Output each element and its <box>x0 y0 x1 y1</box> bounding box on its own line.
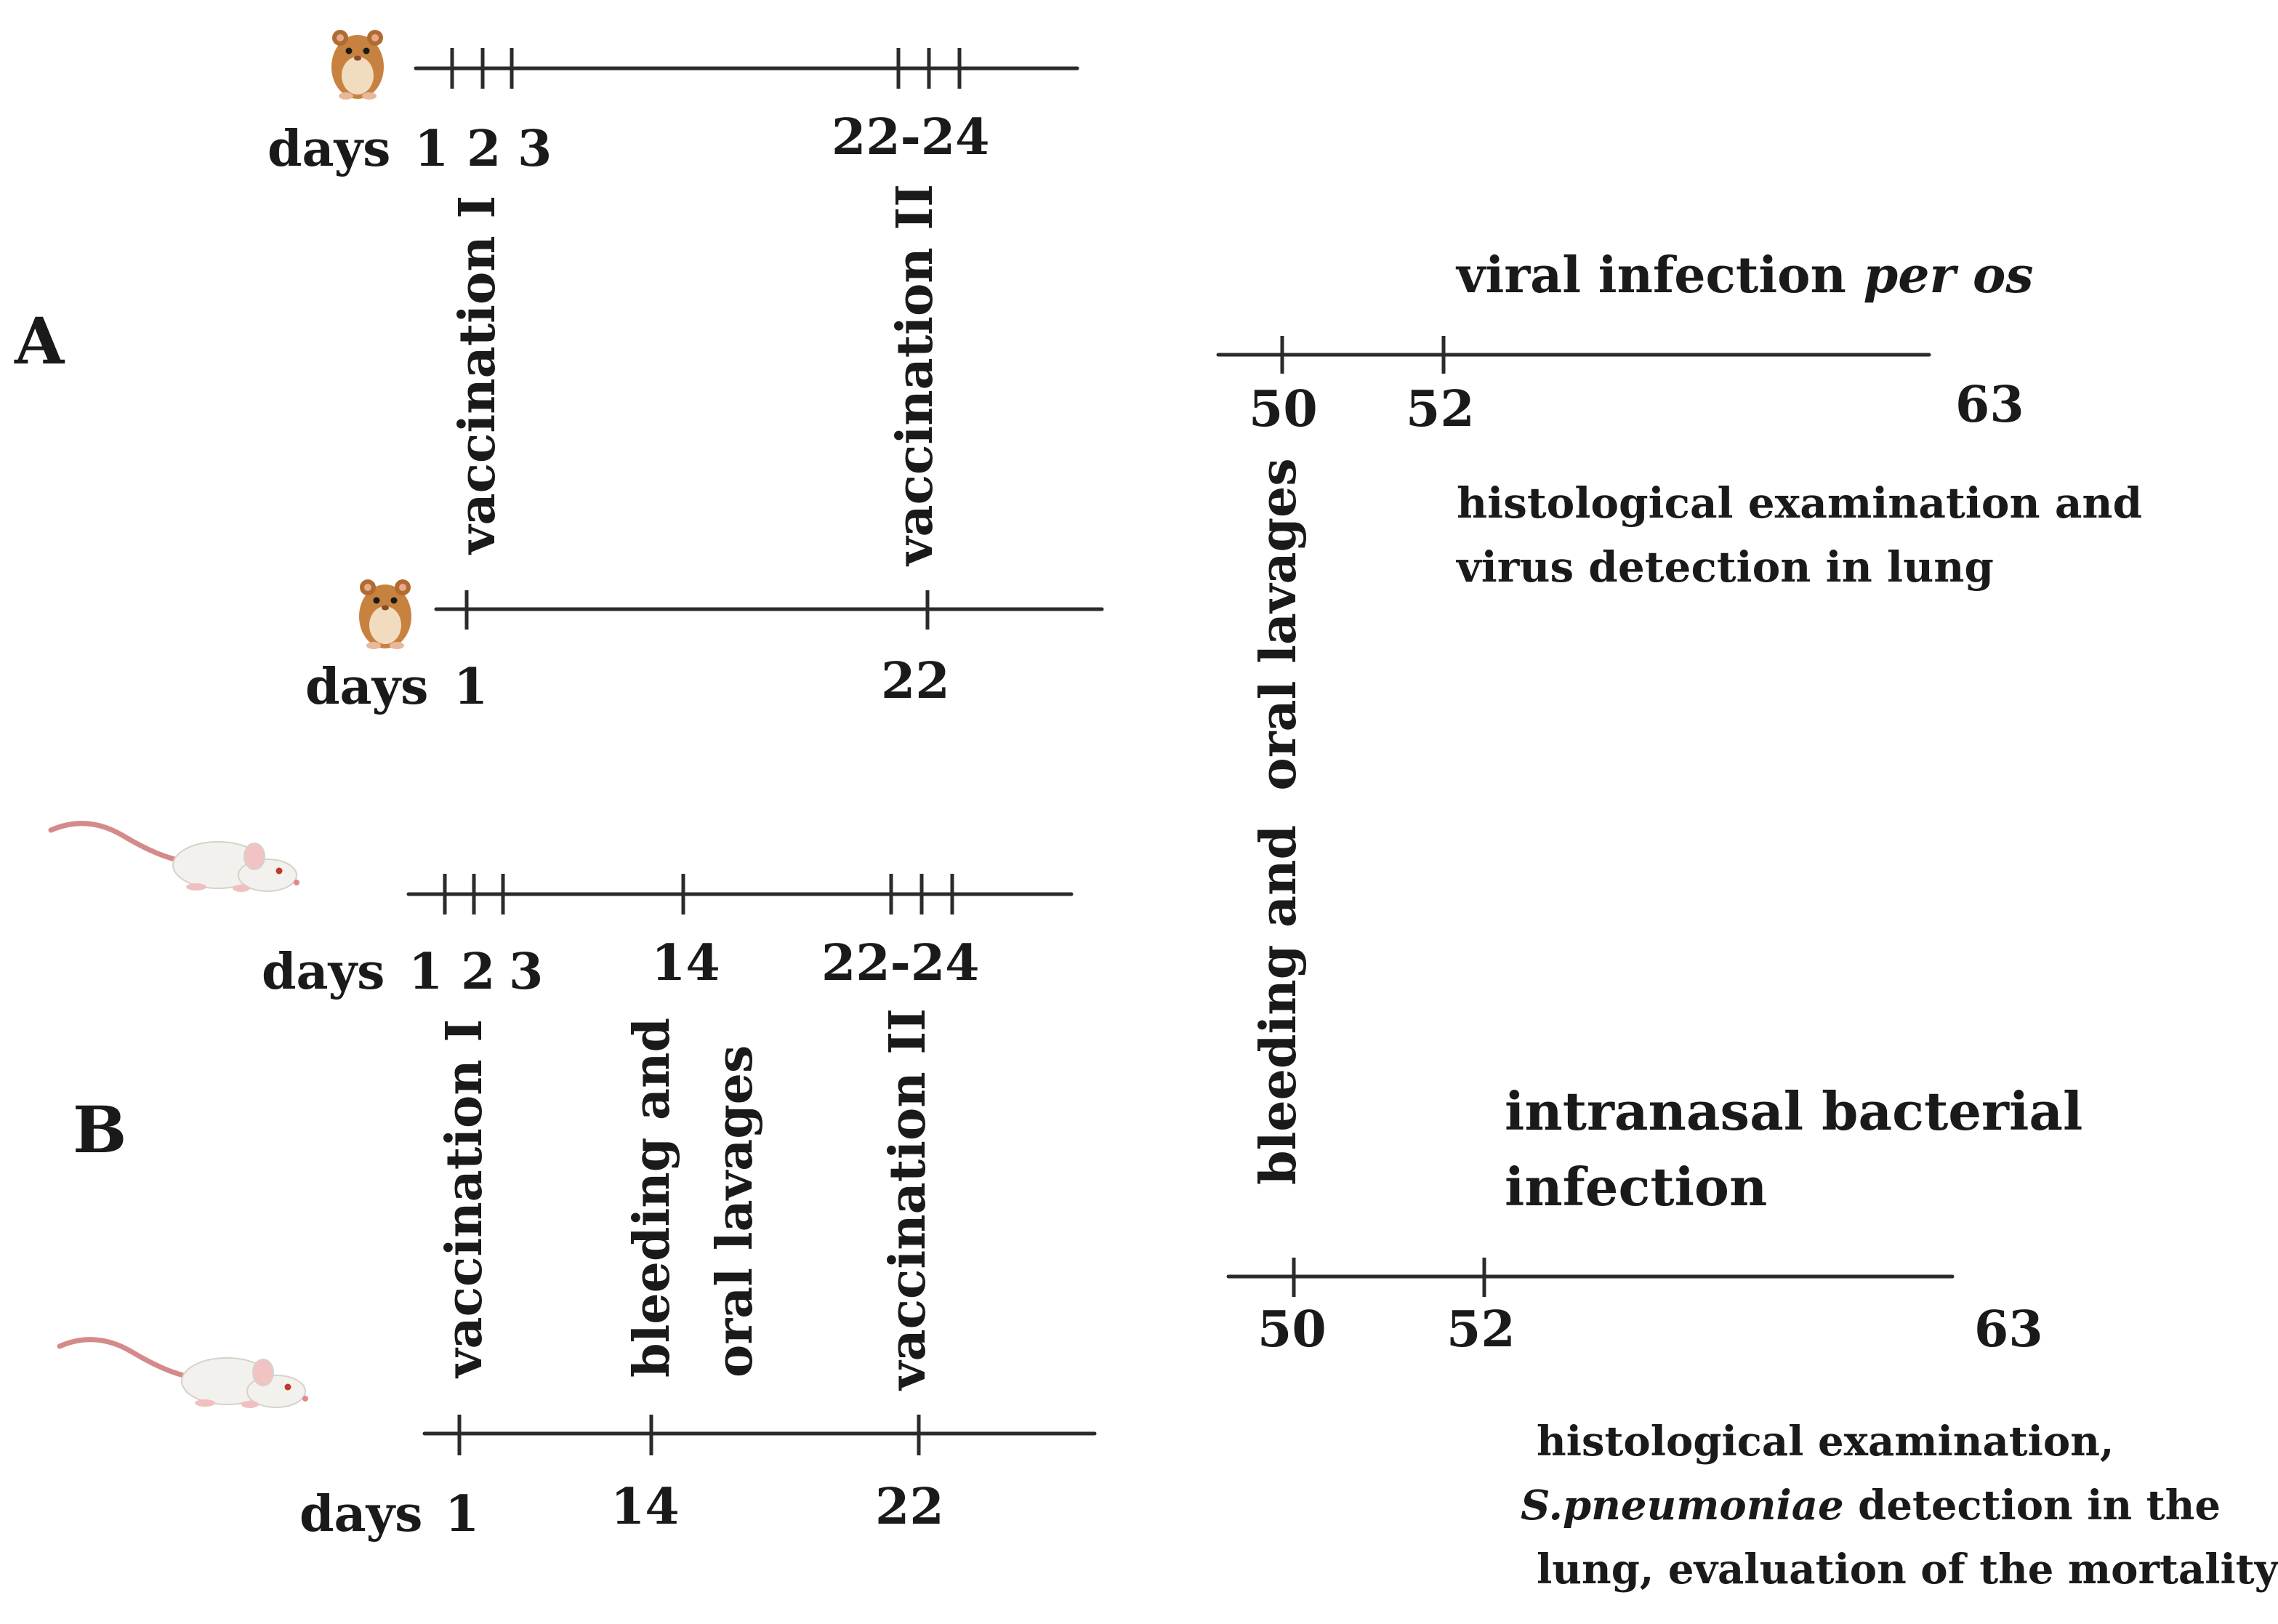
days-label: days <box>305 658 428 716</box>
timeline-bacterial-infection <box>1226 1258 1955 1297</box>
vaccination-1-label-b: vaccination I <box>435 1019 494 1379</box>
day-50-label: 50 <box>1249 380 1318 438</box>
outcome-b-line-1: histological examination, <box>1537 1418 2114 1466</box>
bacterial-infection-title-1: intranasal bacterial <box>1505 1080 2082 1142</box>
day-50-label: 50 <box>1257 1301 1327 1359</box>
viral-infection-title: viral infection per os <box>1455 246 2034 305</box>
mouse-icon <box>60 1340 308 1408</box>
day-63-label: 63 <box>1974 1301 2043 1359</box>
day-22-label: 22 <box>875 1478 944 1536</box>
timeline-hamster-oral <box>414 48 1079 89</box>
day-2-label: 2 <box>467 120 501 178</box>
oral-lavages-label: oral lavages <box>706 1045 764 1378</box>
day-52-label: 52 <box>1406 380 1475 438</box>
outcome-b-line-3: lung, evaluation of the mortality <box>1537 1545 2278 1593</box>
day-2-label: 2 <box>461 943 495 1001</box>
day-1-label: 1 <box>454 658 488 716</box>
day-14-label: 14 <box>611 1478 680 1536</box>
outcome-a-line-2: virus detection in lung <box>1455 542 1994 592</box>
hamster-icon <box>331 30 384 100</box>
day-1-label: 1 <box>408 943 443 1001</box>
day-3-label: 3 <box>518 120 552 178</box>
timeline-mouse-oral <box>406 874 1074 914</box>
day-1-label: 1 <box>414 120 448 178</box>
bleeding-and-label: bleeding and <box>623 1018 681 1378</box>
day-22-24-label: 22-24 <box>832 108 989 166</box>
day-22-label: 22 <box>881 652 950 710</box>
outcome-a-line-1: histological examination and <box>1457 478 2142 528</box>
timeline-mouse-2 <box>422 1415 1097 1455</box>
day-14-label: 14 <box>651 934 720 992</box>
vaccination-1-label-a: vaccination I <box>448 196 507 555</box>
vaccination-2-label-b: vaccination II <box>879 1008 937 1391</box>
hamster-icon <box>359 579 411 649</box>
timeline-viral-infection <box>1216 336 1931 374</box>
day-63-label: 63 <box>1955 376 2024 434</box>
day-52-label: 52 <box>1446 1301 1516 1359</box>
bacterial-infection-title-2: infection <box>1505 1156 1767 1218</box>
vaccination-2-label-a: vaccination II <box>886 184 944 567</box>
day-22-24-label: 22-24 <box>821 934 979 992</box>
bleeding-oral-lavages-label: bleeding and oral lavages <box>1249 458 1308 1185</box>
outcome-b-line-2: S.pneumoniae detection in the <box>1521 1482 2221 1529</box>
timeline-hamster-2 <box>434 590 1104 630</box>
days-label: days <box>262 943 385 1001</box>
mouse-icon <box>51 824 299 892</box>
day-3-label: 3 <box>509 943 543 1001</box>
days-label: days <box>299 1485 422 1543</box>
day-1-label: 1 <box>445 1485 479 1543</box>
panel-label-a: A <box>14 303 65 379</box>
days-label: days <box>267 120 390 178</box>
panel-label-b: B <box>73 1092 126 1167</box>
